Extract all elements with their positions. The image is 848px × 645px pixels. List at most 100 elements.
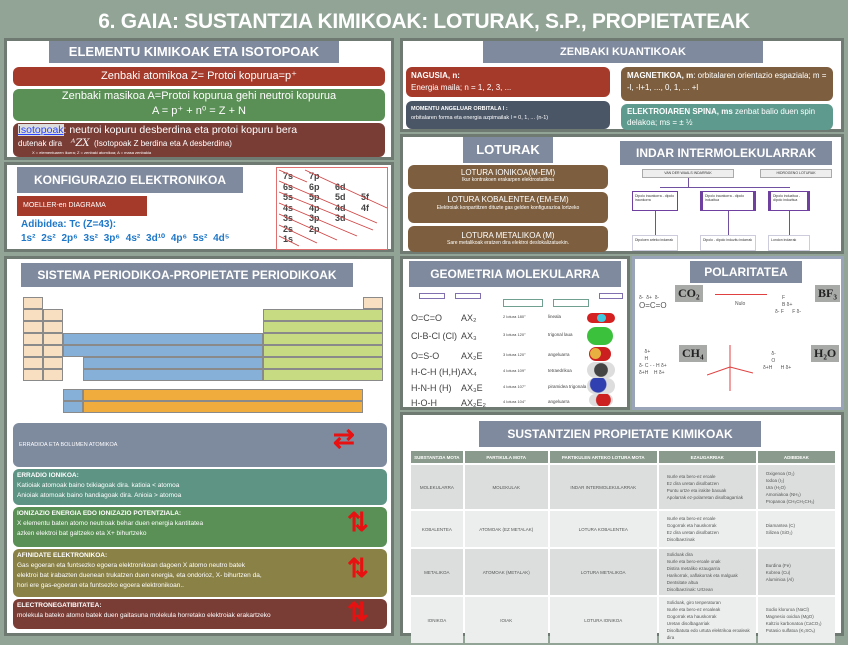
molecule-ch4: CH₄ <box>679 345 707 362</box>
prop-ionizazio: IONIZAZIO ENERGIA EDO IONIZAZIO POTENTZI… <box>13 507 387 547</box>
lotura-metalikoa: LOTURA METALIKOA (M) Sare metalikoak era… <box>408 226 608 252</box>
table-row: MOLEKULARRA MOLEKULAK INDAR INTERMOLEKUL… <box>411 465 835 509</box>
prop-title: ERRADIOA ETA BOLUMEN ATOMIKOA <box>19 442 118 448</box>
isotope-line2: dutenak dira <box>18 139 63 148</box>
momentu-title: MOMENTU ANGELUAR ORBITALA l : <box>411 106 508 112</box>
mass-number-box: Zenbaki masikoa A=Protoi kopurua gehi ne… <box>13 89 385 121</box>
geometria-header: GEOMETRIA MOLEKULARRA <box>409 261 621 287</box>
lotura-title: LOTURA IONIKOA(M-EM) <box>460 168 556 177</box>
panel-polaritatea: POLARITATEA CO₂ δ- δ+ δ- O=C=O Nulo BF₃ F… <box>632 256 844 410</box>
col-header: ADIBIDEAK <box>757 451 835 463</box>
geo-row-formula: AX₂E <box>461 351 483 361</box>
geo-row-shape: piramidea trigonala <box>548 384 587 389</box>
geo-row-structure: H-N-H (H) <box>411 383 452 393</box>
prop-line: elektroi bat irabazten duenean trukatzen… <box>17 572 262 579</box>
dipole-arrow-icon <box>715 294 767 295</box>
geometria-legend <box>419 293 623 309</box>
isotope-box: Isotopoak: neutroi kopuru desberdina eta… <box>13 123 385 157</box>
mid-box-3: Dipolo induzitua - dipolo induzitua <box>768 191 810 211</box>
cell-type: METALIKOA <box>411 549 463 595</box>
vdw-box: VAN DER WAALS INDARRAK <box>642 169 734 178</box>
indar-diagram: VAN DER WAALS INDARRAK HIDROGENO LOTURAK… <box>620 167 840 253</box>
geo-row-formula: AX₃ <box>461 331 477 341</box>
co2-structure: δ- δ+ δ- O=C=O <box>639 295 667 310</box>
prop-title: ELECTRONEGATIBITATEA: <box>17 602 102 609</box>
magnetikoa-text: : orbitalaren orientazio espaziala; m = … <box>627 71 827 92</box>
lotura-title: LOTURA METALIKOA (M) <box>461 231 555 240</box>
moeller-label: MOELLER-en DIAGRAMA <box>17 196 147 216</box>
geo-row-angle: 4 lotura 109° <box>503 368 526 373</box>
co2-note: Nulo <box>735 301 746 307</box>
panel-loturak: LOTURAK LOTURA IONIKOA(M-EM) Ikur kontra… <box>400 134 844 254</box>
moeller-row: 1s <box>283 234 294 244</box>
table-row: METALIKOA ATOMOAK (METALAK) LOTURA METAL… <box>411 549 835 595</box>
trend-arrow-icon: ⇅ <box>347 597 369 627</box>
prop-title: AFINIDATE ELEKTRONIKOA: <box>17 552 108 559</box>
moeller-row: 5s 5p 5d 5f <box>283 192 370 202</box>
col-header: PARTIKULA MOTA <box>464 451 548 463</box>
panel-kuantikoak: ZENBAKI KUANTIKOAK NAGUSIA, n: Energia m… <box>400 38 844 132</box>
geo-row-structure: H-C-H (H,H) <box>411 367 461 377</box>
lotura-text: Ikur kontrakoen erakarpen elektrostatiko… <box>462 177 554 183</box>
prop-line: Anioiak atomoak baino handiagoak dira. A… <box>17 492 182 499</box>
geo-row-formula: AX₄ <box>461 367 477 377</box>
dipole-sum-icon <box>707 345 753 391</box>
mid-box-2: Dipolo iraunkorra - dipolo induzitua <box>700 191 756 211</box>
panel-sustantziak: SUSTANTZIEN PROPIETATE KIMIKOAK SUBSTANT… <box>400 412 844 643</box>
konfigurazioa-header: KONFIGURAZIO ELEKTRONIKOA <box>17 167 243 193</box>
moeller-row: 7s 7p <box>283 171 320 181</box>
polaritatea-header: POLARITATEA <box>690 261 802 283</box>
geo-row-shape: lineala <box>548 314 562 319</box>
cell-bond: LOTURA KOBALENTEA <box>549 511 657 547</box>
isotope-link[interactable]: Isotopoak <box>18 124 64 136</box>
cell-bond: LOTURA METALIKOA <box>549 549 657 595</box>
trend-arrow-icon: ⇅ <box>347 507 369 537</box>
cell-type: KOBALENTEA <box>411 511 463 547</box>
periodikoa-header: SISTEMA PERIODIKOA-PROPIETATE PERIODIKOA… <box>21 263 353 287</box>
bottom-box-1: Dipoloen arteko indarrak <box>632 235 678 251</box>
page-title: 6. GAIA: SUSTANTZIA KIMIKOAK: LOTURAK, S… <box>98 10 750 33</box>
loturak-header: LOTURAK <box>463 137 553 163</box>
lotura-text: Sare metalikoak eratzen dira elektroi de… <box>446 240 569 246</box>
lotura-text: Elektroiak konpartitzen dituzte gas geld… <box>436 205 580 211</box>
trend-arrow-icon: ⇅ <box>347 553 369 583</box>
lotura-kobalentea: LOTURA KOBALENTEA (EM-EM) Elektroiak kon… <box>408 192 608 223</box>
panel-konfigurazioa: KONFIGURAZIO ELEKTRONIKOA MOELLER-en DIA… <box>4 162 394 252</box>
cell-bond: INDAR INTERMOLEKULARRAK <box>549 465 657 509</box>
atomic-number-box: Zenbaki atomikoa Z= Protoi kopurua=p⁺ <box>13 67 385 86</box>
cell-particle: ATOMOAK (EZ METALAK) <box>464 511 548 547</box>
cell-props: Isurle eta bero-ez eroale Ez dira uretan … <box>658 465 756 509</box>
cell-props: Isurle eta bero-ez eroale Gogorrak eta ha… <box>658 511 756 547</box>
geo-row-formula: AX₂ <box>461 313 477 323</box>
prop-title: ERRADIO IONIKOA: <box>17 472 79 479</box>
geo-row-structure: O=S-O <box>411 351 440 361</box>
cell-examples: Oxigenoa (O₂) Iodoa (I₂) Ura (H₂O) Amoniako… <box>757 465 835 509</box>
col-header: SUBSTANTZIA MOTA <box>411 451 463 463</box>
molecule-model-icon <box>589 394 613 406</box>
panel-geometria: GEOMETRIA MOLEKULARRA O=C=O AX₂ 2 lotura… <box>400 256 630 410</box>
geo-row-formula: AX₃E <box>461 383 483 393</box>
isotope-footnote: X = elementuaren ikurra; Z = zenbaki ato… <box>32 150 152 155</box>
panel-periodikoa: SISTEMA PERIODIKOA-PROPIETATE PERIODIKOA… <box>4 256 394 636</box>
prop-title: IONIZAZIO ENERGIA EDO IONIZAZIO POTENTZI… <box>17 510 182 517</box>
prop-erradio-ionikoa: ERRADIO IONIKOA: Katioiak atomoak baino … <box>13 469 387 505</box>
geo-row-angle: 3 lotura 120° <box>503 332 526 337</box>
cell-examples: Burdina (Fe) Kobrea (Cu) Aluminioa (Al) <box>757 549 835 595</box>
magnetikoa-title: MAGNETIKOA, m <box>627 71 694 80</box>
prop-elektronegatibitatea: ELECTRONEGATIBITATEA: molekula bateko at… <box>13 599 387 629</box>
prop-afinidate: AFINIDATE ELEKTRONIKOA: Gas egoeran eta … <box>13 549 387 597</box>
molecule-model-icon <box>587 327 613 345</box>
substances-table: SUBSTANTZIA MOTA PARTIKULA MOTA PARTIKUL… <box>409 449 837 645</box>
molecule-h2o: H₂O <box>811 345 840 362</box>
momentu-box: MOMENTU ANGELUAR ORBITALA l : orbitalare… <box>406 101 610 129</box>
cell-particle: MOLEKULAK <box>464 465 548 509</box>
molecule-model-icon <box>587 378 615 394</box>
nagusia-box: NAGUSIA, n: Energia maila; n = 1, 2, 3, … <box>406 67 610 97</box>
example-config: 1s² 2s² 2p⁶ 3s² 3p⁶ 4s² 3d¹⁰ 4p⁶ 5s² 4d⁵ <box>21 233 230 244</box>
geo-row-angle: 4 lotura 107° <box>503 384 526 389</box>
prop-line: Katioiak atomoak baino txikiagoak dira. … <box>17 482 180 489</box>
geo-row-formula: AX₂E₂ <box>461 398 486 408</box>
kuantikoak-header: ZENBAKI KUANTIKOAK <box>483 41 763 63</box>
